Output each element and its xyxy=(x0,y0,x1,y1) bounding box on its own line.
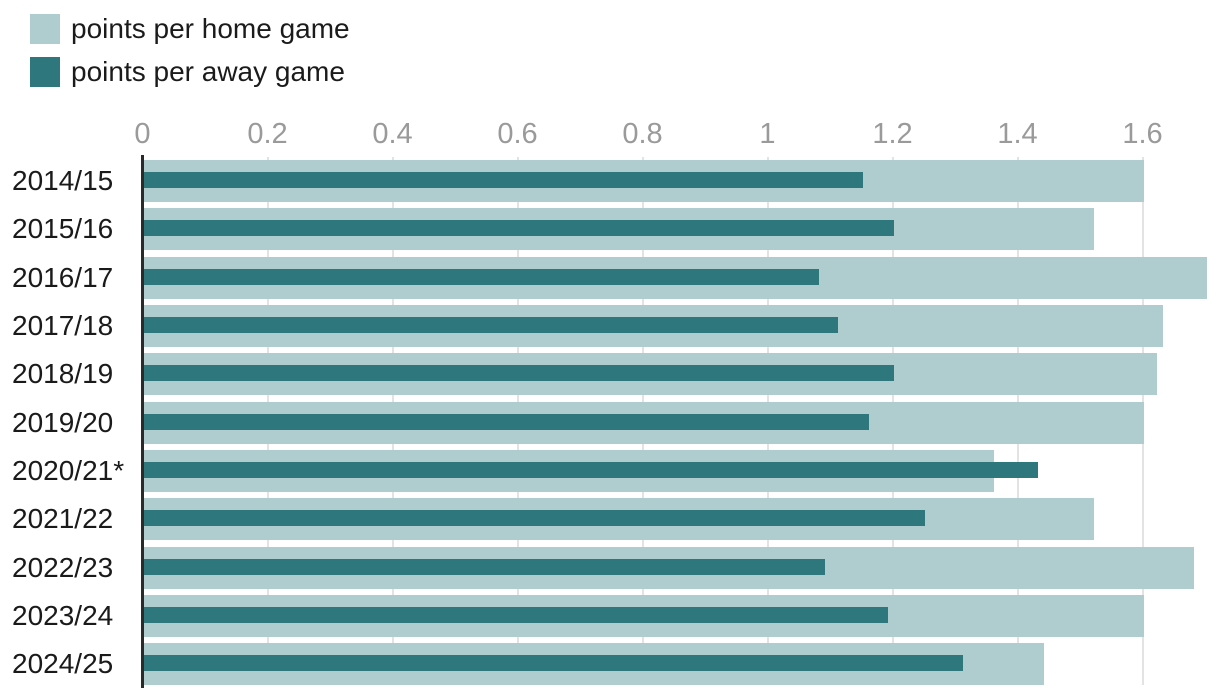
away-bar xyxy=(144,558,826,575)
legend: points per home game points per away gam… xyxy=(30,14,350,100)
away-bar xyxy=(144,365,894,382)
legend-item-home: points per home game xyxy=(30,14,350,44)
y-axis-line xyxy=(141,155,144,689)
legend-swatch-home-icon xyxy=(30,14,60,44)
category-label: 2018/19 xyxy=(12,358,114,390)
legend-item-away: points per away game xyxy=(30,57,350,87)
x-tick-label: 0.2 xyxy=(247,118,288,150)
x-tick-label: 1.6 xyxy=(1122,118,1163,150)
away-bar xyxy=(144,606,888,623)
x-tick-label: 1.4 xyxy=(997,118,1038,150)
x-tick-label: 1.2 xyxy=(872,118,913,150)
x-tick-label: 0.8 xyxy=(622,118,663,150)
category-label: 2014/15 xyxy=(12,165,114,197)
category-label: 2022/23 xyxy=(12,551,114,583)
x-tick-label: 0.4 xyxy=(372,118,413,150)
category-label: 2019/20 xyxy=(12,406,114,438)
away-bar xyxy=(144,510,926,527)
x-tick-label: 1 xyxy=(759,118,776,150)
x-tick-label: 0.6 xyxy=(497,118,538,150)
away-bar xyxy=(144,413,869,430)
category-label: 2020/21* xyxy=(12,454,125,486)
away-bar xyxy=(144,268,819,285)
x-tick-label: 0 xyxy=(134,118,151,150)
away-bar xyxy=(144,461,1038,478)
away-bar xyxy=(144,220,894,237)
legend-label-away: points per away game xyxy=(71,56,345,87)
legend-swatch-away-icon xyxy=(30,57,60,87)
away-bar xyxy=(144,317,838,334)
category-label: 2021/22 xyxy=(12,503,114,535)
legend-label-home: points per home game xyxy=(71,13,350,44)
category-label: 2015/16 xyxy=(12,213,114,245)
category-label: 2024/25 xyxy=(12,648,114,680)
away-bar xyxy=(144,172,863,189)
category-label: 2016/17 xyxy=(12,261,114,293)
category-label: 2017/18 xyxy=(12,310,114,342)
category-label: 2023/24 xyxy=(12,599,114,631)
away-bar xyxy=(144,655,963,672)
